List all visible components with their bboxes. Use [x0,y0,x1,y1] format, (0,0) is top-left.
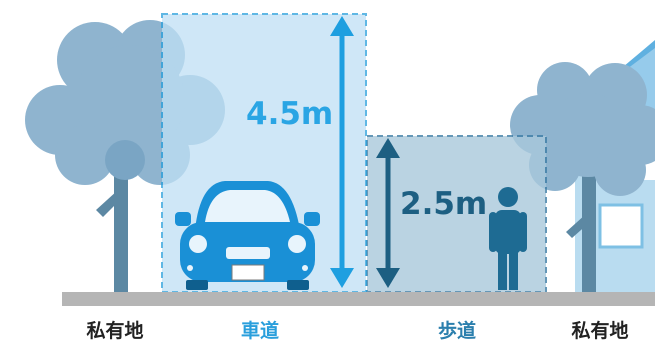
tree-icon [510,62,655,295]
person-icon [489,187,527,290]
private-land-right-label: 私有地 [571,320,629,342]
tree-icon [25,20,225,295]
roadway-height-label: 4.5m [246,96,334,132]
sidewalk-label: 歩道 [437,320,476,342]
ground-strip [62,292,655,306]
sidewalk-height-label: 2.5m [400,186,488,222]
double-arrow-icon [376,138,400,288]
roadway-label: 車道 [240,320,279,342]
car-icon [175,181,320,290]
private-land-left-label: 私有地 [86,320,144,342]
double-arrow-icon [330,16,354,288]
